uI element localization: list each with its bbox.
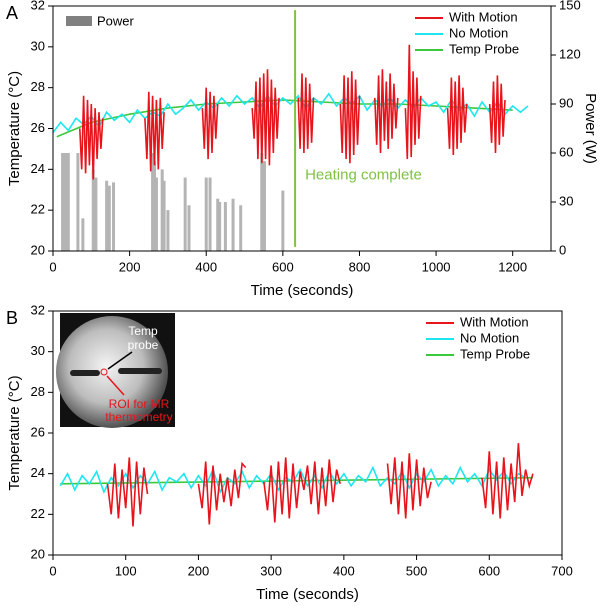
x-axis-title: Time (seconds): [256, 586, 359, 603]
power-bar: [153, 161, 157, 251]
inset-arrow: [106, 375, 125, 396]
inset-rod: [70, 370, 100, 376]
power-bar: [204, 177, 208, 251]
x-tick-label: 0: [49, 563, 56, 578]
power-bar: [183, 177, 187, 251]
legend-label: Temp Probe: [449, 41, 519, 56]
x-tick-label: 0: [49, 259, 56, 274]
power-bar: [162, 180, 166, 251]
inset-roi: [100, 368, 108, 376]
x-tick-label: 400: [195, 259, 217, 274]
plot-area: [53, 44, 529, 251]
power-bar: [105, 180, 109, 251]
inset-rod: [118, 368, 162, 374]
annotation-text: Heating complete: [305, 166, 422, 183]
y-tick-label: 28: [31, 79, 45, 94]
x-tick-label: 1200: [498, 259, 527, 274]
y-tick-label: 24: [31, 161, 45, 176]
x-tick-label: 100: [115, 563, 137, 578]
power-bar: [112, 182, 116, 251]
y-tick-label: 20: [31, 546, 45, 561]
inset-roi-label: thermometry: [105, 410, 172, 424]
y2-tick-label: 0: [559, 242, 566, 257]
x-tick-label: 200: [119, 259, 141, 274]
y-tick-label: 26: [31, 120, 45, 135]
plot-area: [59, 443, 534, 527]
power-bar: [231, 198, 235, 251]
y-tick-label: 28: [31, 384, 45, 399]
x-axis-title: Time (seconds): [251, 282, 354, 299]
legend-label: Temp Probe: [460, 346, 530, 361]
y-tick-label: 30: [31, 38, 45, 53]
series-line: [60, 476, 533, 485]
inset-arrow: [107, 351, 133, 370]
series-line: [56, 99, 513, 138]
x-tick-label: 700: [551, 563, 573, 578]
legend-label: With Motion: [460, 314, 529, 329]
y2-tick-label: 60: [559, 144, 573, 159]
power-bar: [239, 205, 243, 251]
inset-probe-label: probe: [128, 338, 159, 352]
y2-axis-title: Power (W): [582, 93, 599, 164]
power-bar: [218, 202, 222, 251]
legend-label: Power: [97, 13, 135, 28]
axes-frame: [52, 5, 552, 252]
x-tick-label: 1000: [422, 259, 451, 274]
y-tick-label: 20: [31, 242, 45, 257]
power-bar: [216, 198, 220, 251]
power-bar: [166, 210, 170, 251]
power-bar: [107, 185, 111, 251]
y-tick-label: 30: [31, 343, 45, 358]
series-line: [53, 92, 529, 134]
y-tick-label: 22: [31, 202, 45, 217]
y-axis-title: Temperature (°C): [6, 71, 23, 186]
y2-tick-label: 30: [559, 193, 573, 208]
y-tick-label: 26: [31, 424, 45, 439]
axes-frame: [52, 310, 563, 556]
panel-label: B: [6, 308, 18, 328]
power-bar: [66, 153, 70, 251]
y-tick-label: 32: [31, 0, 45, 12]
x-tick-label: 300: [260, 563, 282, 578]
power-bar: [76, 153, 80, 251]
power-bar: [281, 190, 285, 251]
inset-roi-label: ROI for MR: [109, 397, 170, 411]
power-bar: [94, 177, 98, 251]
y-tick-label: 32: [31, 302, 45, 317]
legend-label: No Motion: [449, 25, 508, 40]
series-line: [106, 443, 534, 527]
inset-probe-label: Temp: [128, 324, 158, 338]
power-bar: [223, 202, 227, 251]
power-bar: [154, 177, 158, 251]
y-axis-title: Temperature (°C): [6, 375, 23, 490]
legend-label: No Motion: [460, 330, 519, 345]
y2-tick-label: 90: [559, 95, 573, 110]
y2-tick-label: 150: [559, 0, 581, 12]
x-tick-label: 400: [333, 563, 355, 578]
inset-phantom: [56, 316, 168, 428]
power-bar: [91, 169, 95, 251]
power-bar: [260, 153, 264, 251]
x-tick-label: 500: [406, 563, 428, 578]
series-line: [79, 44, 506, 180]
x-tick-label: 600: [272, 259, 294, 274]
power-bar: [187, 205, 191, 251]
power-bar: [208, 177, 212, 251]
y2-tick-label: 120: [559, 46, 581, 61]
legend-swatch: [66, 16, 92, 26]
y-tick-label: 22: [31, 506, 45, 521]
power-bar: [262, 161, 266, 251]
y-tick-label: 24: [31, 465, 45, 480]
x-tick-label: 200: [188, 563, 210, 578]
legend-label: With Motion: [449, 9, 518, 24]
panel-label: A: [6, 3, 18, 23]
power-bar: [81, 218, 85, 251]
x-tick-label: 600: [478, 563, 500, 578]
power-bar: [151, 153, 155, 251]
power-bar: [160, 169, 164, 251]
x-tick-label: 800: [349, 259, 371, 274]
